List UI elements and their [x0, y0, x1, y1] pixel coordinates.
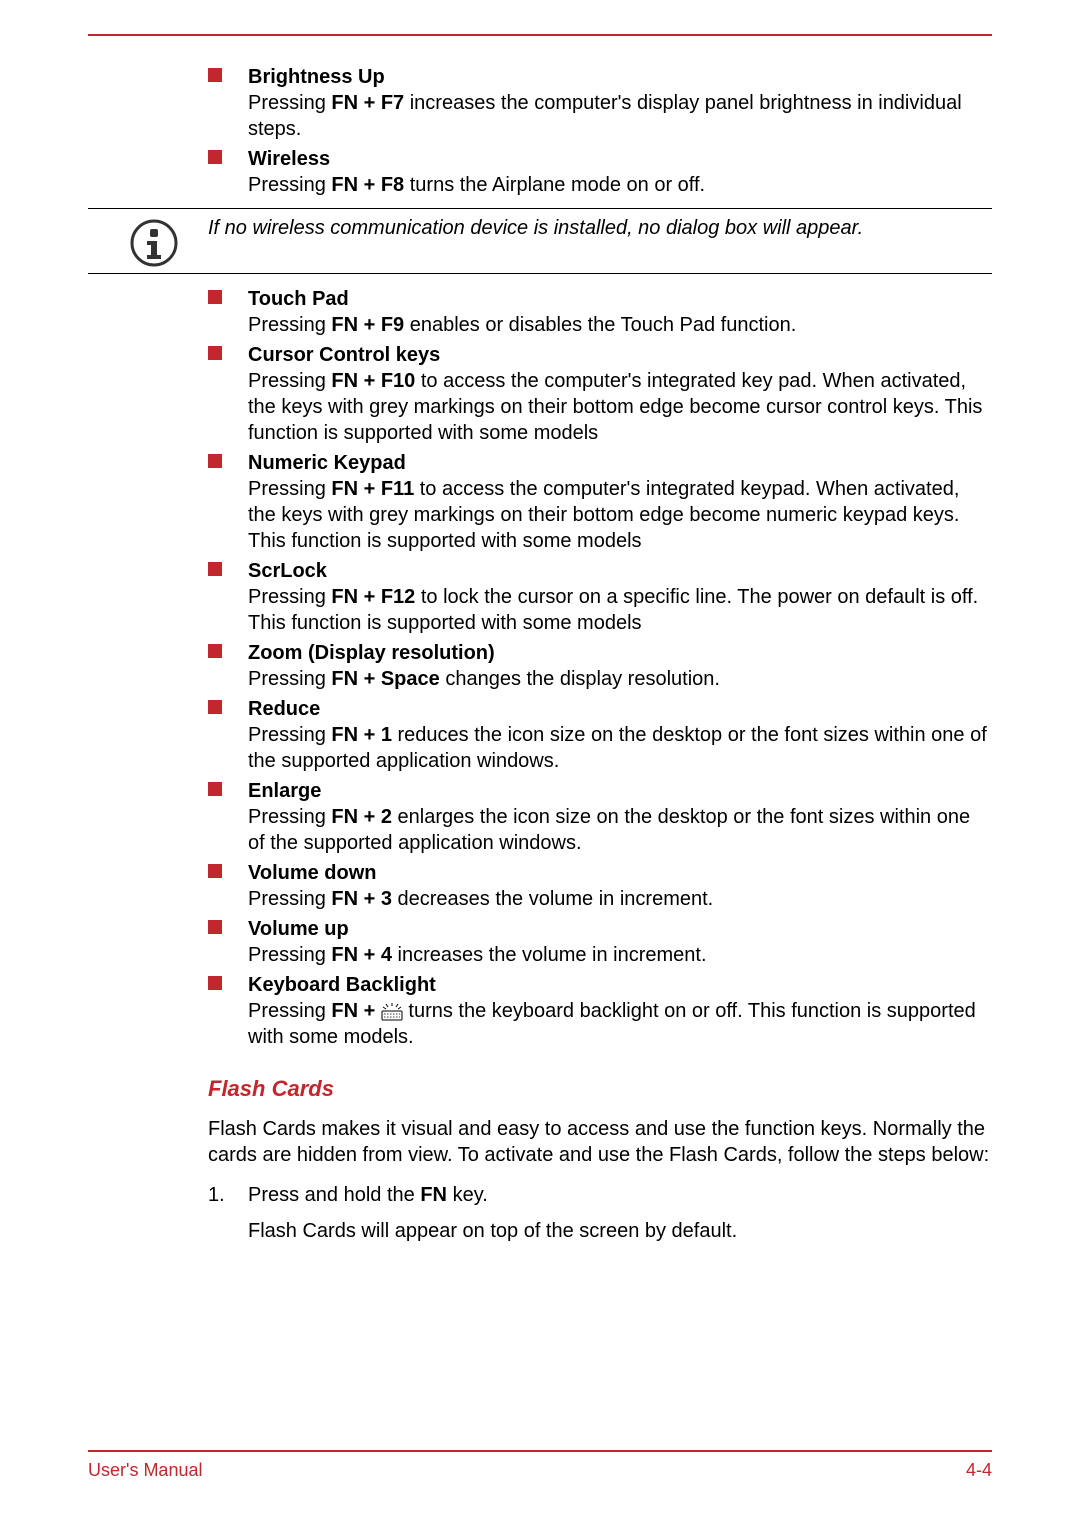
body-key: FN + 1	[331, 724, 392, 746]
square-bullet-icon	[208, 150, 222, 164]
bullet-main-3: ScrLockPressing FN + F12 to lock the cur…	[208, 558, 992, 636]
bullet-body: Pressing FN + 1 reduces the icon size on…	[248, 722, 992, 774]
page-footer: User's Manual 4-4	[88, 1450, 992, 1481]
bullet-title: Volume down	[248, 860, 992, 886]
body-pre: Pressing	[248, 370, 331, 392]
content-area: Brightness UpPressing FN + F7 increases …	[208, 64, 992, 1244]
note-block: If no wireless communication device is i…	[88, 208, 992, 274]
body-pre: Pressing	[248, 314, 331, 336]
body-key: FN + F10	[331, 370, 415, 392]
body-key: FN + F7	[331, 92, 404, 114]
bullet-main-0: Touch PadPressing FN + F9 enables or dis…	[208, 286, 992, 338]
bullet-title: Cursor Control keys	[248, 342, 992, 368]
bullet-title: Keyboard Backlight	[248, 972, 992, 998]
step-key: FN	[420, 1184, 447, 1206]
body-post: increases the volume in increment.	[392, 944, 707, 966]
square-bullet-icon	[208, 782, 222, 796]
bullet-title: Brightness Up	[248, 64, 992, 90]
body-key: FN + 3	[331, 888, 392, 910]
bullet-body: Pressing FN + F7 increases the computer'…	[248, 90, 992, 142]
square-bullet-icon	[208, 700, 222, 714]
keyboard-backlight-icon	[381, 1003, 403, 1021]
body-pre: Pressing	[248, 888, 331, 910]
bullet-body: Pressing FN + 4 increases the volume in …	[248, 942, 992, 968]
body-pre: Pressing	[248, 92, 331, 114]
bullet-body: Pressing FN + Space changes the display …	[248, 666, 992, 692]
body-pre: Pressing	[248, 478, 331, 500]
bullet-title: Reduce	[248, 696, 992, 722]
flash-cards-intro: Flash Cards makes it visual and easy to …	[208, 1116, 992, 1168]
body-pre: Pressing	[248, 806, 331, 828]
bullet-title: Touch Pad	[248, 286, 992, 312]
bullet-body: Pressing FN + turns the keyboard backlig…	[248, 998, 992, 1050]
bullet-main-1: Cursor Control keysPressing FN + F10 to …	[208, 342, 992, 446]
bullet-title: ScrLock	[248, 558, 992, 584]
body-post: decreases the volume in increment.	[392, 888, 713, 910]
body-key: FN + Space	[331, 668, 439, 690]
body-pre: Pressing	[248, 1000, 331, 1022]
bullet-main-8: Volume upPressing FN + 4 increases the v…	[208, 916, 992, 968]
body-key: FN + F9	[331, 314, 404, 336]
body-key: FN + F12	[331, 586, 415, 608]
bullet-body: Pressing FN + F9 enables or disables the…	[248, 312, 992, 338]
section-heading-flash-cards: Flash Cards	[208, 1076, 992, 1102]
body-pre: Pressing	[248, 174, 331, 196]
step-number: 1.	[208, 1182, 225, 1208]
square-bullet-icon	[208, 346, 222, 360]
bullet-title: Numeric Keypad	[248, 450, 992, 476]
square-bullet-icon	[208, 454, 222, 468]
note-text: If no wireless communication device is i…	[208, 215, 992, 241]
footer-left: User's Manual	[88, 1460, 202, 1481]
bullet-body: Pressing FN + F8 turns the Airplane mode…	[248, 172, 992, 198]
body-post: enables or disables the Touch Pad functi…	[404, 314, 796, 336]
bullet-top-0: Brightness UpPressing FN + F7 increases …	[208, 64, 992, 142]
top-rule	[88, 34, 992, 36]
body-pre: Pressing	[248, 668, 331, 690]
square-bullet-icon	[208, 68, 222, 82]
square-bullet-icon	[208, 562, 222, 576]
bullet-main-2: Numeric KeypadPressing FN + F11 to acces…	[208, 450, 992, 554]
square-bullet-icon	[208, 864, 222, 878]
bullet-main-5: ReducePressing FN + 1 reduces the icon s…	[208, 696, 992, 774]
step-1-result: Flash Cards will appear on top of the sc…	[208, 1218, 992, 1244]
bullet-title: Zoom (Display resolution)	[248, 640, 992, 666]
bullet-main-4: Zoom (Display resolution)Pressing FN + S…	[208, 640, 992, 692]
bullet-top-1: WirelessPressing FN + F8 turns the Airpl…	[208, 146, 992, 198]
body-post: changes the display resolution.	[440, 668, 720, 690]
step-pre: Press and hold the	[248, 1184, 420, 1206]
body-key: FN + 2	[331, 806, 392, 828]
body-key: FN +	[331, 1000, 380, 1022]
footer-right: 4-4	[966, 1460, 992, 1481]
body-key: FN + F11	[331, 478, 414, 500]
body-pre: Pressing	[248, 724, 331, 746]
bullet-main-6: EnlargePressing FN + 2 enlarges the icon…	[208, 778, 992, 856]
square-bullet-icon	[208, 920, 222, 934]
body-pre: Pressing	[248, 586, 331, 608]
bullet-keyboard-backlight: Keyboard Backlight Pressing FN + turns t…	[208, 972, 992, 1050]
info-icon	[130, 219, 178, 267]
body-key: FN + F8	[331, 174, 404, 196]
bullet-main-7: Volume downPressing FN + 3 decreases the…	[208, 860, 992, 912]
bullet-body: Pressing FN + F10 to access the computer…	[248, 368, 992, 446]
body-post: turns the Airplane mode on or off.	[404, 174, 705, 196]
square-bullet-icon	[208, 290, 222, 304]
step-post: key.	[447, 1184, 488, 1206]
square-bullet-icon	[208, 976, 222, 990]
bullet-body: Pressing FN + 3 decreases the volume in …	[248, 886, 992, 912]
bullet-body: Pressing FN + 2 enlarges the icon size o…	[248, 804, 992, 856]
step-result-text: Flash Cards will appear on top of the sc…	[248, 1220, 737, 1242]
bullet-body: Pressing FN + F12 to lock the cursor on …	[248, 584, 992, 636]
bullet-title: Volume up	[248, 916, 992, 942]
bullet-body: Pressing FN + F11 to access the computer…	[248, 476, 992, 554]
square-bullet-icon	[208, 644, 222, 658]
bullet-title: Wireless	[248, 146, 992, 172]
body-key: FN + 4	[331, 944, 392, 966]
body-pre: Pressing	[248, 944, 331, 966]
step-1: 1. Press and hold the FN key.	[208, 1182, 992, 1208]
bullet-title: Enlarge	[248, 778, 992, 804]
page: Brightness UpPressing FN + F7 increases …	[0, 0, 1080, 1521]
